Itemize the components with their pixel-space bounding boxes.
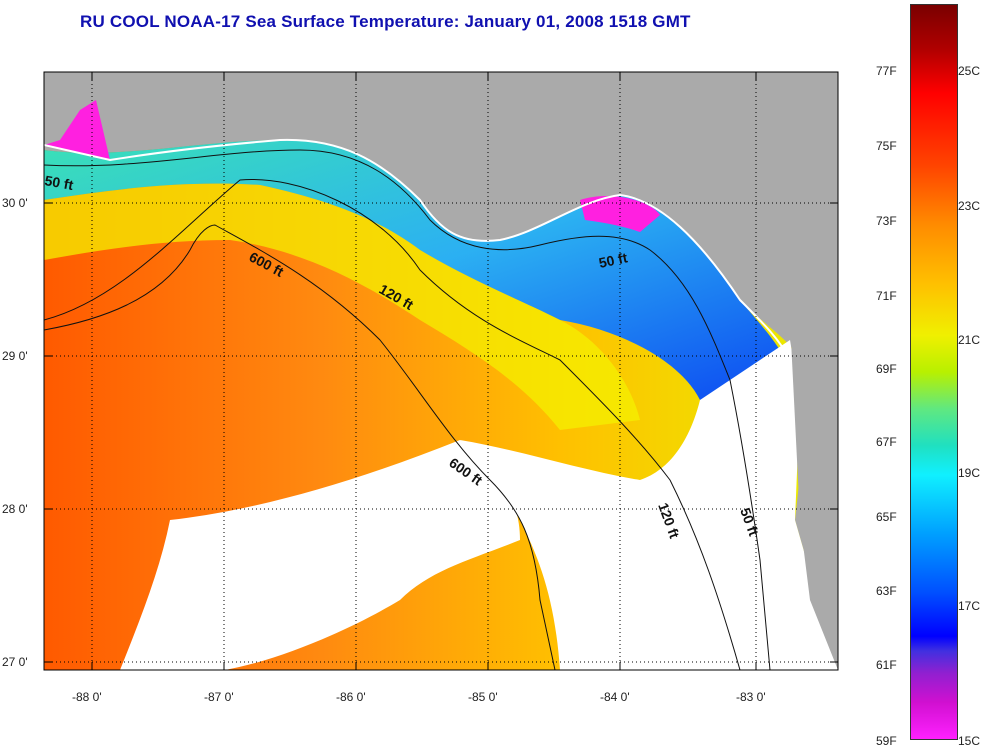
contour-label: 50 ft: [43, 172, 74, 193]
lat-label: 30 0': [2, 196, 28, 210]
lon-label: -85 0': [468, 690, 498, 704]
colorbar-c-label: 19C: [958, 466, 981, 480]
lon-label: -88 0': [72, 690, 102, 704]
chart-title: RU COOL NOAA-17 Sea Surface Temperature:…: [80, 12, 691, 31]
colorbar-f-label: 75F: [876, 139, 897, 153]
contour-120ft: [44, 179, 741, 670]
colorbar-f-label: 73F: [876, 214, 897, 228]
lon-label: -86 0': [336, 690, 366, 704]
lat-label: 29 0': [2, 349, 28, 363]
colorbar-f-label: 59F: [876, 734, 897, 748]
colorbar-c-label: 21C: [958, 333, 981, 347]
lat-label: 27 0': [2, 655, 28, 669]
colorbar-c-label: 15C: [958, 734, 981, 748]
lat-label: 28 0': [2, 502, 28, 516]
cloud-area-south: [120, 440, 520, 670]
yellow-transition: [44, 183, 640, 430]
land-florida: [790, 290, 838, 670]
cloud-area-east: [460, 340, 838, 670]
lon-label: -83 0': [736, 690, 766, 704]
colorbar-c-label: 25C: [958, 64, 981, 78]
temperature-colorbar: [910, 4, 958, 740]
colorbar-c-label: 17C: [958, 599, 981, 613]
coastline: [44, 138, 791, 361]
colorbar-f-label: 71F: [876, 289, 897, 303]
colorbar-f-label: 77F: [876, 64, 897, 78]
colorbar-f-label: 67F: [876, 435, 897, 449]
colorbar-c-label: 23C: [958, 199, 981, 213]
colorbar-f-label: 69F: [876, 362, 897, 376]
contour-label: 50 ft: [597, 249, 629, 271]
colorbar-f-label: 63F: [876, 584, 897, 598]
grid-lines: [44, 72, 838, 670]
contour-600ft: [44, 224, 556, 670]
cold-pocket-nw: [44, 100, 110, 160]
colorbar-f-label: 65F: [876, 510, 897, 524]
lon-label: -87 0': [204, 690, 234, 704]
lon-label: -84 0': [600, 690, 630, 704]
cold-pocket-bigbend: [580, 195, 660, 232]
contour-50ft: [44, 149, 771, 670]
colorbar-f-label: 61F: [876, 658, 897, 672]
